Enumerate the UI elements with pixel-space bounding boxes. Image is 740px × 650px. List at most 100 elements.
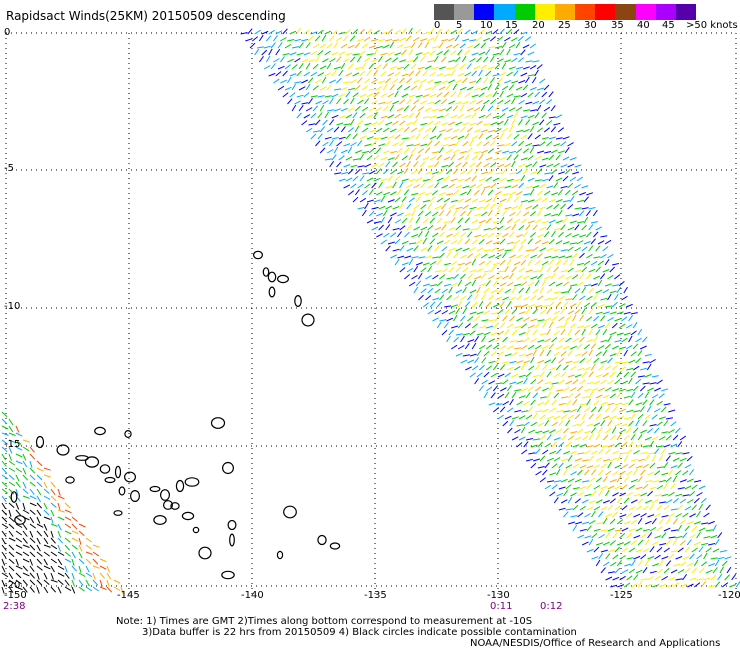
wind-barb-1078 (383, 232, 390, 238)
wind-barb-440 (312, 105, 319, 112)
wind-barb-1382 (551, 296, 559, 301)
wind-barb-1110 (380, 239, 387, 245)
wind-barb-1630 (495, 357, 501, 364)
wind-barb-128 (289, 52, 297, 56)
wind-barb-1907 (633, 427, 639, 434)
wind-barb-105 (410, 42, 416, 49)
wind-barb-2260 (630, 540, 637, 546)
wind-barb-795 (516, 169, 523, 175)
wind-barb-346 (452, 83, 458, 91)
wind-barb-1973 (591, 450, 598, 455)
wind-barb-2316 (616, 560, 622, 567)
wind-barb-335 (375, 85, 383, 91)
wind-barb-90 (305, 42, 311, 49)
wind-barb-1876 (586, 423, 594, 427)
wind-barb-2116 (640, 492, 648, 497)
wind-barb-706 (387, 157, 395, 161)
wind-barb-1892 (528, 429, 536, 434)
wind-barb-1126 (492, 241, 500, 245)
wind-barb-1020 (429, 217, 436, 224)
wind-barb-205 (277, 65, 285, 70)
wind-barb-1612 (560, 351, 567, 357)
wind-barb-789 (473, 168, 480, 175)
wind-barb-232 (466, 63, 472, 70)
wind-barb-1734 (478, 385, 484, 392)
wind-barb-962 (490, 203, 496, 210)
wind-barb-844 (378, 181, 383, 189)
wind-barb-966 (518, 202, 523, 210)
corner-barb-104 (29, 523, 36, 529)
wind-barb-1564 (614, 339, 622, 343)
wind-barb-1667 (562, 364, 569, 371)
wind-barb-142 (387, 51, 395, 56)
wind-barb-820 (450, 178, 458, 182)
wind-barb-835 (555, 177, 563, 182)
wind-barb-776 (382, 169, 389, 175)
wind-barb-1210 (415, 262, 423, 266)
wind-barb-2213 (586, 525, 592, 532)
wind-barb-2094 (642, 484, 649, 490)
wind-barb-2353 (619, 575, 626, 581)
wind-barb-1671 (590, 363, 596, 371)
wind-barb-1135 (555, 240, 563, 245)
wind-barb-1348 (525, 286, 531, 294)
wind-barb-187 (427, 60, 435, 63)
wind-barb-9 (303, 29, 310, 35)
wind-barb-1877 (593, 422, 601, 427)
wind-barb-457 (431, 108, 440, 112)
corner-barb-109 (64, 523, 72, 529)
wind-barb-858 (476, 183, 483, 189)
wind-barb-249 (310, 71, 318, 77)
wind-barb-1411 (548, 301, 555, 308)
wind-barb-620 (541, 137, 549, 140)
wind-barb-2168 (705, 504, 711, 511)
wind-barb-160 (513, 52, 521, 56)
wind-barb-2065 (595, 477, 602, 483)
wind-barb-872 (574, 184, 581, 189)
wind-barb-1260 (546, 266, 552, 273)
wind-barb-1524 (532, 329, 538, 336)
wind-barb-859 (483, 185, 491, 189)
scale-label-0: 0 (434, 20, 441, 31)
wind-barb-793 (501, 168, 508, 175)
wind-barb-1633 (516, 360, 524, 364)
wind-barb-1569 (450, 344, 458, 350)
island-29 (227, 519, 237, 531)
wind-barb-691 (529, 146, 535, 154)
wind-barb-698 (331, 154, 337, 161)
wind-barb-170 (308, 58, 316, 63)
wind-barb-379 (415, 94, 423, 98)
wind-barb-1128 (506, 241, 514, 245)
wind-barb-2122 (682, 494, 690, 497)
wind-barb-676 (424, 147, 431, 154)
wind-barb-1227 (534, 260, 541, 266)
wind-barb-797 (530, 171, 538, 175)
wind-barb-1904 (611, 426, 617, 434)
wind-barb-237 (501, 62, 507, 70)
wind-barb-500 (471, 112, 477, 119)
wind-barb-2346 (698, 567, 705, 574)
wind-barb-1591 (604, 343, 611, 350)
wind-barb-76 (489, 36, 497, 42)
wind-barb-784 (438, 168, 445, 175)
wind-barb-755 (483, 162, 490, 168)
scale-label-50-knots: >50 knots (686, 20, 738, 31)
wind-barb-1663 (534, 364, 541, 371)
wind-barb-300 (399, 77, 405, 84)
wind-barb-897 (509, 191, 516, 196)
wind-barb-697 (324, 158, 332, 161)
wind-barb-547 (539, 119, 545, 126)
wind-barb-1752 (605, 387, 612, 392)
wind-barb-1241 (413, 265, 419, 273)
wind-barb-1620 (616, 349, 621, 357)
wind-barb-2102 (698, 485, 706, 490)
wind-barb-1229 (548, 259, 554, 266)
wind-barb-158 (499, 49, 505, 56)
wind-barb-1950 (593, 443, 601, 448)
wind-barb-1941 (530, 444, 538, 448)
corner-barb-159 (57, 551, 65, 556)
wind-barb-908 (586, 192, 594, 196)
wind-barb-1616 (588, 349, 593, 357)
wind-barb-882 (403, 189, 410, 196)
